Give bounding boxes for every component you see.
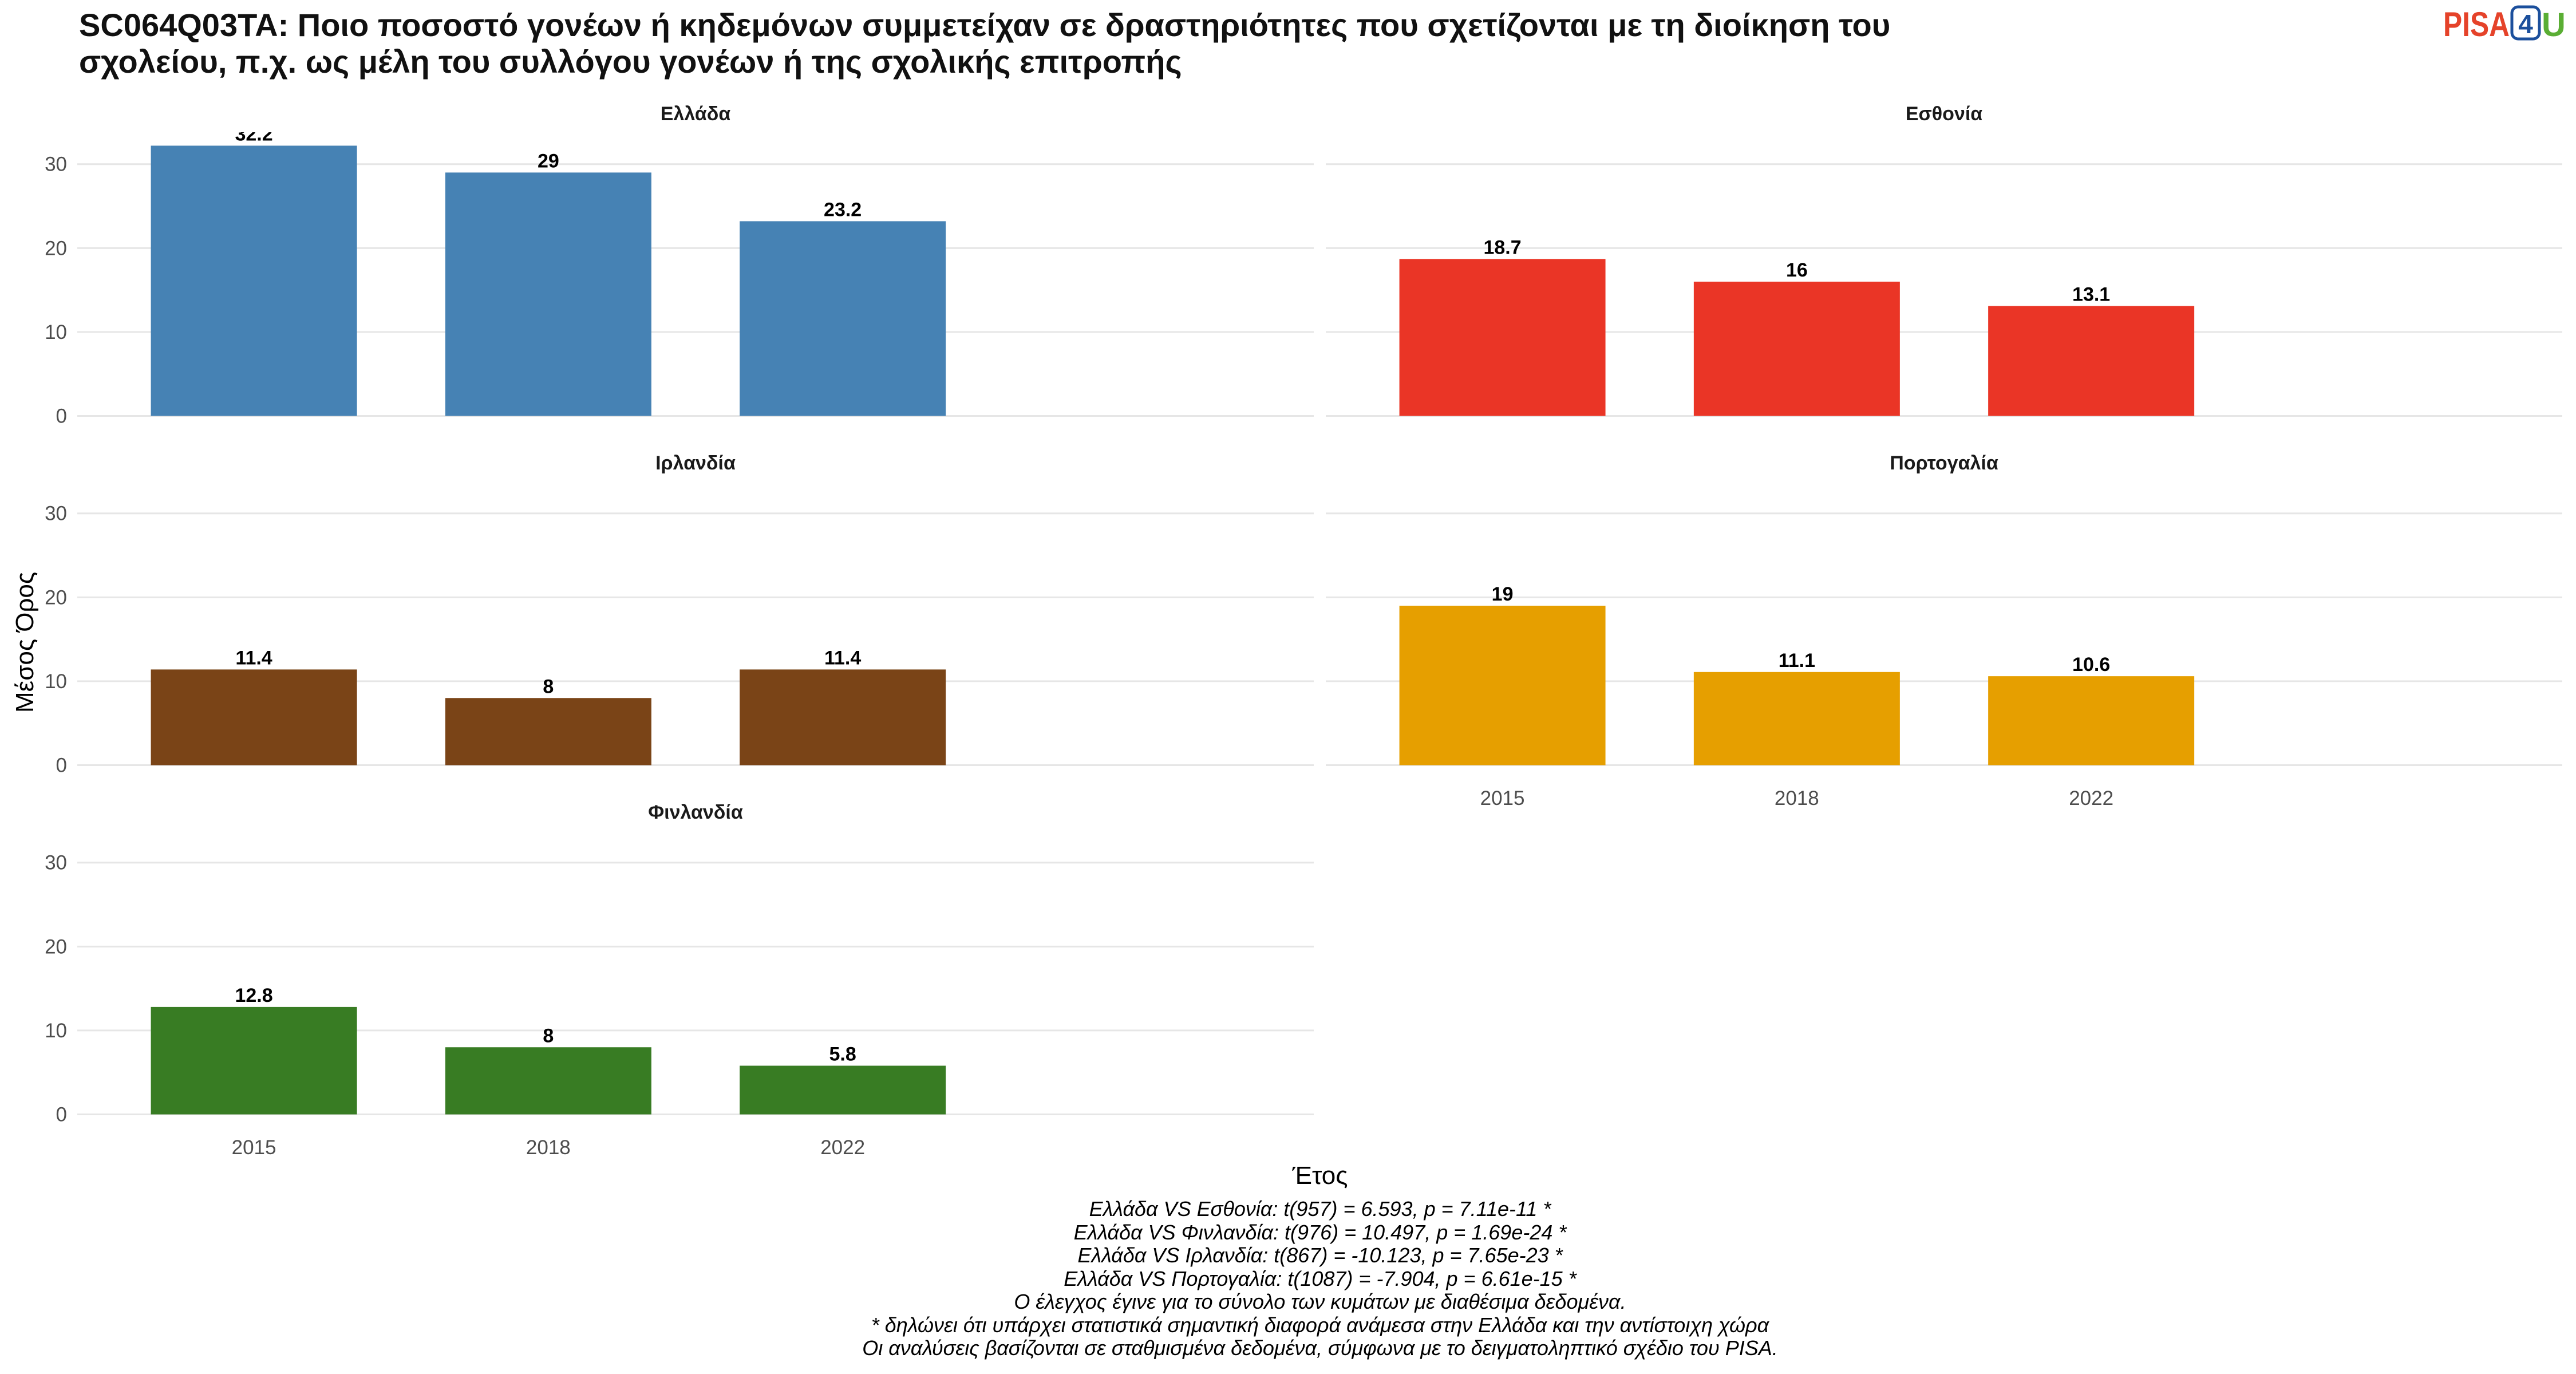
bar-value-label: 29 — [538, 150, 559, 172]
caption: Ελλάδα VS Εσθονία: t(957) = 6.593, p = 7… — [862, 1197, 1778, 1360]
x-tick-label: 2022 — [2069, 787, 2113, 810]
logo-u-text: U — [2542, 6, 2566, 44]
bar — [151, 145, 357, 416]
bar-value-label: 19 — [1492, 583, 1514, 605]
bar-value-label: 10.6 — [2072, 654, 2110, 676]
chart-title-line: SC064Q03TA: Ποιο ποσοστό γονέων ή κηδεμό… — [79, 7, 1890, 43]
bar — [1399, 259, 1606, 416]
bar — [151, 669, 357, 765]
plot-area: 19 11.1 10.6 — [1399, 583, 2195, 765]
bar-value-label: 8 — [543, 676, 554, 697]
y-tick-label: 10 — [45, 1020, 67, 1042]
bar-value-label: 16 — [1786, 259, 1808, 281]
y-tick-label: 20 — [45, 237, 67, 259]
y-tick-label: 0 — [56, 405, 67, 428]
bar — [740, 669, 946, 765]
bar — [445, 698, 651, 765]
bar — [1988, 306, 2195, 416]
bar — [445, 172, 651, 416]
facet-strip-label: Φινλανδία — [648, 802, 743, 823]
facet-strip-label: Πορτογαλία — [1890, 452, 1998, 474]
bar-value-label: 13.1 — [2072, 283, 2110, 305]
y-tick-label: 0 — [56, 755, 67, 777]
bar — [1988, 676, 2195, 765]
facet-panel: 0 10 20 30 11.4 8 11.4 Ιρλανδία — [45, 452, 1314, 777]
x-tick-label: 2022 — [820, 1136, 865, 1159]
facet-panels: 0 10 20 30 32.2 29 23.2 Ελλάδα 18.7 16 13.1 Εσθονία… — [45, 103, 2562, 1159]
bar-value-label: 5.8 — [829, 1044, 856, 1065]
chart-title: SC064Q03TA: Ποιο ποσοστό γονέων ή κηδεμό… — [79, 7, 1890, 80]
facet-panel: 0 10 20 30 32.2 29 23.2 Ελλάδα — [45, 103, 1314, 428]
plot-area: 11.4 8 11.4 — [151, 647, 946, 765]
chart-title-line: σχολείου, π.χ. ως μέλη του συλλόγου γονέ… — [79, 44, 1182, 80]
facet-strip-label: Ιρλανδία — [655, 452, 736, 474]
bar-value-label: 32.2 — [235, 123, 272, 145]
bar — [1693, 672, 1900, 765]
plot-area: 12.8 8 5.8 — [151, 985, 946, 1115]
bar — [151, 1006, 357, 1115]
y-tick-label: 20 — [45, 586, 67, 609]
bar — [1693, 281, 1900, 416]
bar — [740, 221, 946, 416]
y-axis-title: Μέσος Όρος — [11, 572, 39, 713]
facet-strip-label: Εσθονία — [1906, 103, 1982, 125]
bar — [1399, 605, 1606, 765]
bar-value-label: 11.4 — [824, 647, 861, 669]
x-axis-title: Έτος — [1292, 1162, 1348, 1190]
caption-line: Ο έλεγχος έγινε για το σύνολο των κυμάτω… — [1014, 1290, 1626, 1313]
bar-value-label: 11.1 — [1779, 650, 1815, 672]
x-tick-label: 2015 — [232, 1136, 276, 1159]
logo-pisa-text: PISA — [2443, 5, 2510, 44]
bar-value-label: 11.4 — [235, 647, 272, 669]
y-tick-label: 10 — [45, 670, 67, 693]
y-tick-label: 0 — [56, 1104, 67, 1126]
caption-line: Οι αναλύσεις βασίζονται σε σταθμισμένα δ… — [862, 1336, 1778, 1360]
bar — [740, 1065, 946, 1115]
plot-area: 18.7 16 13.1 — [1399, 236, 2195, 416]
facet-panel: 19 11.1 10.6 2015 2018 2022 Πορτογαλία — [1326, 452, 2562, 810]
logo-four-box — [2510, 5, 2541, 41]
facet-panel: 0 10 20 30 12.8 8 5.8 2015 2018 2022 Φινλανδία — [45, 802, 1314, 1159]
bar — [445, 1047, 651, 1115]
y-tick-label: 30 — [45, 153, 67, 176]
bar-value-label: 8 — [543, 1025, 554, 1047]
logo-four-text: 4 — [2518, 9, 2533, 39]
x-tick-label: 2015 — [1480, 787, 1525, 810]
facet-panel: 18.7 16 13.1 Εσθονία — [1326, 103, 2562, 417]
bar-value-label: 23.2 — [824, 199, 862, 220]
caption-line: Ελλάδα VS Εσθονία: t(957) = 6.593, p = 7… — [1089, 1197, 1552, 1221]
y-tick-label: 30 — [45, 503, 67, 525]
y-tick-label: 20 — [45, 935, 67, 958]
caption-line: Ελλάδα VS Πορτογαλία: t(1087) = -7.904, … — [1064, 1267, 1577, 1290]
caption-line: Ελλάδα VS Ιρλανδία: t(867) = -10.123, p … — [1077, 1243, 1563, 1267]
pisa4u-logo: PISA 4 U — [2443, 5, 2566, 44]
x-tick-label: 2018 — [526, 1136, 571, 1159]
caption-line: Ελλάδα VS Φινλανδία: t(976) = 10.497, p … — [1074, 1221, 1567, 1244]
y-tick-label: 30 — [45, 852, 67, 874]
bar-value-label: 18.7 — [1483, 236, 1521, 258]
bar-value-label: 12.8 — [235, 985, 272, 1006]
y-tick-label: 10 — [45, 321, 67, 344]
facet-strip-label: Ελλάδα — [661, 103, 731, 125]
x-tick-label: 2018 — [1775, 787, 1819, 810]
plot-area: 32.2 29 23.2 — [151, 123, 946, 416]
caption-line: * δηλώνει ότι υπάρχει στατιστικά σημαντι… — [871, 1313, 1770, 1337]
